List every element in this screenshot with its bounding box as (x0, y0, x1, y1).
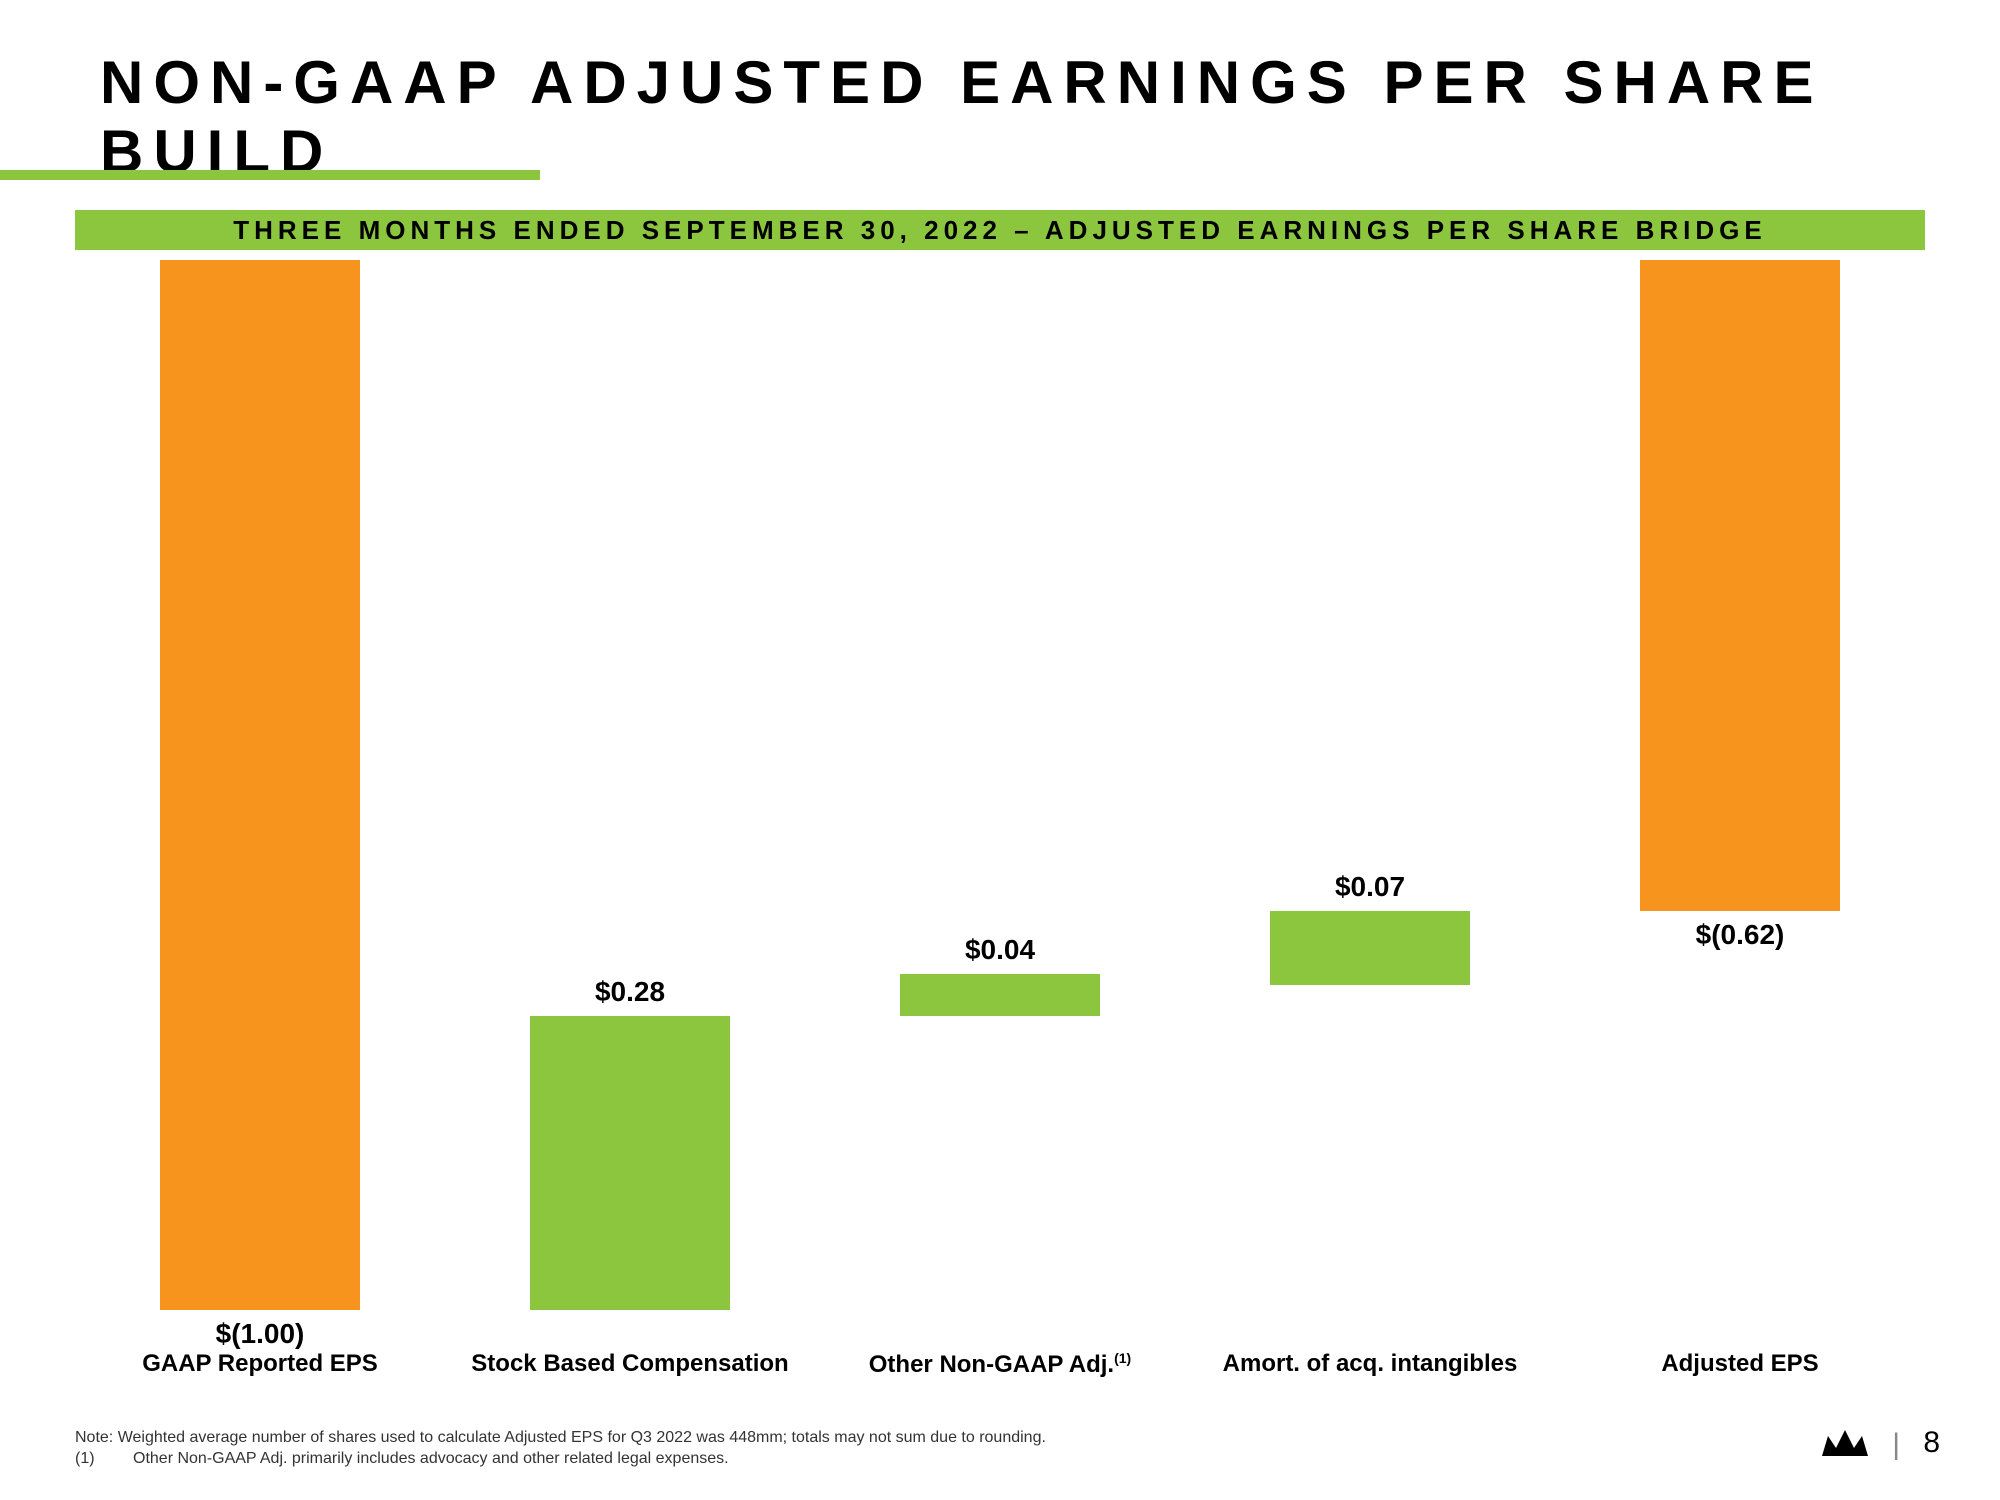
waterfall-bar (900, 974, 1100, 1016)
chart-column: $0.07Amort. of acq. intangibles (1185, 260, 1555, 1310)
category-label: Amort. of acq. intangibles (1185, 1350, 1555, 1378)
page-title: NON-GAAP ADJUSTED EARNINGS PER SHARE BUI… (100, 48, 2000, 186)
category-label: Adjusted EPS (1555, 1350, 1925, 1378)
chart-banner: THREE MONTHS ENDED SEPTEMBER 30, 2022 – … (75, 210, 1925, 250)
chart-column: $(1.00)GAAP Reported EPS (75, 260, 445, 1310)
page-number: 8 (1923, 1426, 1940, 1460)
category-label: Stock Based Compensation (445, 1350, 815, 1378)
footnotes: Note: Weighted average number of shares … (75, 1428, 1800, 1470)
category-label: Other Non-GAAP Adj.(1) (815, 1350, 1185, 1379)
chart-column: $0.04Other Non-GAAP Adj.(1) (815, 260, 1185, 1310)
chart-column: $(0.62)Adjusted EPS (1555, 260, 1925, 1310)
footnote-note: Note: Weighted average number of shares … (75, 1428, 1800, 1449)
waterfall-bar (1640, 260, 1840, 911)
waterfall-chart: $(1.00)GAAP Reported EPS$0.28Stock Based… (75, 260, 1925, 1340)
waterfall-bar (530, 1016, 730, 1310)
category-label: GAAP Reported EPS (75, 1350, 445, 1378)
chart-column: $0.28Stock Based Compensation (445, 260, 815, 1310)
bar-value-label: $(0.62) (1555, 919, 1925, 951)
waterfall-bar (160, 260, 360, 1310)
bar-value-label: $0.04 (815, 934, 1185, 966)
bar-value-label: $0.28 (445, 976, 815, 1008)
crown-logo-icon (1820, 1426, 1870, 1462)
waterfall-bar (1270, 911, 1470, 985)
page-separator: | (1892, 1428, 1900, 1462)
footnote-num: (1) (75, 1449, 105, 1470)
footnote-text: Other Non-GAAP Adj. primarily includes a… (133, 1449, 729, 1470)
bar-value-label: $(1.00) (75, 1318, 445, 1350)
accent-line (0, 170, 540, 180)
bar-value-label: $0.07 (1185, 871, 1555, 903)
